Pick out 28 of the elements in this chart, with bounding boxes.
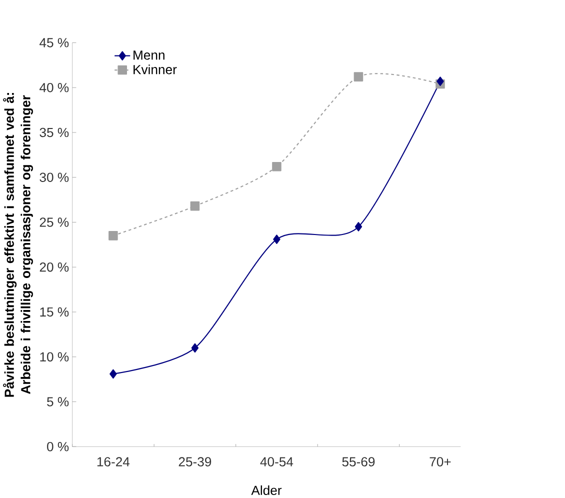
y-tick-label: 25 % xyxy=(40,217,69,227)
y-tick-label: 20 % xyxy=(40,262,69,272)
x-tick-label: 55-69 xyxy=(342,456,375,466)
y-tick-label: 35 % xyxy=(40,128,69,137)
y-tick-label: 30 % xyxy=(40,172,69,182)
x-tick-label: 16-24 xyxy=(97,456,130,466)
point xyxy=(108,230,118,240)
legend-label: Kvinner xyxy=(134,64,177,74)
y-tick-label: 5 % xyxy=(47,396,69,406)
y-tick-label: 15 % xyxy=(40,307,69,316)
y-tick-label: 0 % xyxy=(47,442,69,452)
x-tick-label: 70+ xyxy=(430,456,451,466)
legend-label: Menn xyxy=(134,50,164,60)
point xyxy=(436,76,444,86)
x-axis-title: Alder xyxy=(251,485,282,495)
y-tick-label: 40 % xyxy=(40,82,69,92)
x-tick-label: 40-54 xyxy=(260,456,294,466)
point xyxy=(190,201,200,211)
point xyxy=(273,234,280,244)
point xyxy=(354,72,364,82)
point xyxy=(110,369,117,378)
point xyxy=(191,343,199,352)
y-tick-label: 45 % xyxy=(40,38,69,48)
point xyxy=(354,222,362,232)
y-axis-title: Påvirke beslutninger effektivt i samfunnet ved å: Arbeide i frivillige organisasjoner og foreninger xyxy=(3,92,33,397)
x-tick-label: 25-39 xyxy=(178,456,212,466)
point xyxy=(272,162,282,172)
y-tick-label: 10 % xyxy=(40,352,69,362)
